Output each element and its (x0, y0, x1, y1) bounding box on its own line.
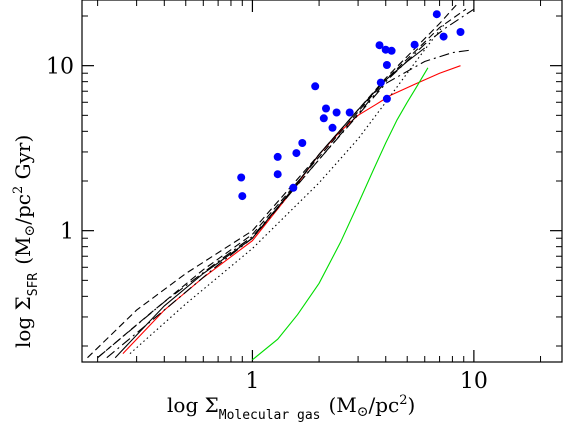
plot-frame (81, 0, 563, 363)
data-point-2 (273, 152, 282, 161)
data-point-12 (345, 108, 354, 117)
data-point-14 (376, 78, 385, 87)
data-point-11 (332, 108, 341, 117)
data-points (237, 10, 465, 201)
data-point-20 (432, 10, 441, 19)
x-tick-label: 1 (245, 369, 259, 394)
data-point-7 (311, 82, 320, 91)
data-point-17 (382, 94, 391, 103)
curve-black-dashed-3 (87, 2, 459, 359)
data-point-4 (289, 183, 298, 192)
data-point-10 (328, 123, 337, 132)
x-tick-label: 10 (460, 369, 488, 394)
data-point-13 (375, 41, 384, 50)
y-axis-title: log ΣSFR(M⊙/pc2 Gyr) (11, 135, 41, 348)
curve-black-solid-2 (114, 47, 426, 359)
data-point-0 (237, 173, 246, 182)
data-point-15 (381, 45, 390, 54)
data-point-19 (410, 40, 419, 49)
curve-black-dashdot-6 (97, 49, 470, 359)
curve-black-dashdot-5 (106, 8, 475, 359)
data-point-22 (456, 28, 465, 36)
data-point-1 (238, 192, 247, 201)
curve-black-dashed-4 (97, 8, 467, 359)
curve-black-dotted-7 (129, 23, 446, 355)
data-point-8 (319, 114, 328, 123)
data-point-9 (322, 104, 330, 113)
curve-green-solid-1 (252, 67, 429, 361)
data-point-5 (292, 149, 301, 158)
model-curves (87, 2, 475, 361)
y-tick-label: 10 (46, 55, 74, 80)
y-tick-label: 1 (60, 220, 74, 245)
data-point-3 (273, 170, 282, 179)
data-point-6 (298, 139, 307, 147)
data-point-16 (382, 61, 391, 69)
x-axis-title: log ΣMolecular gas (M⊙/pc2) (167, 393, 415, 422)
tick-labels: 1 10 1 10 (46, 55, 488, 394)
axis-ticks (82, 0, 562, 362)
data-point-18 (387, 46, 396, 55)
data-point-21 (439, 32, 448, 41)
